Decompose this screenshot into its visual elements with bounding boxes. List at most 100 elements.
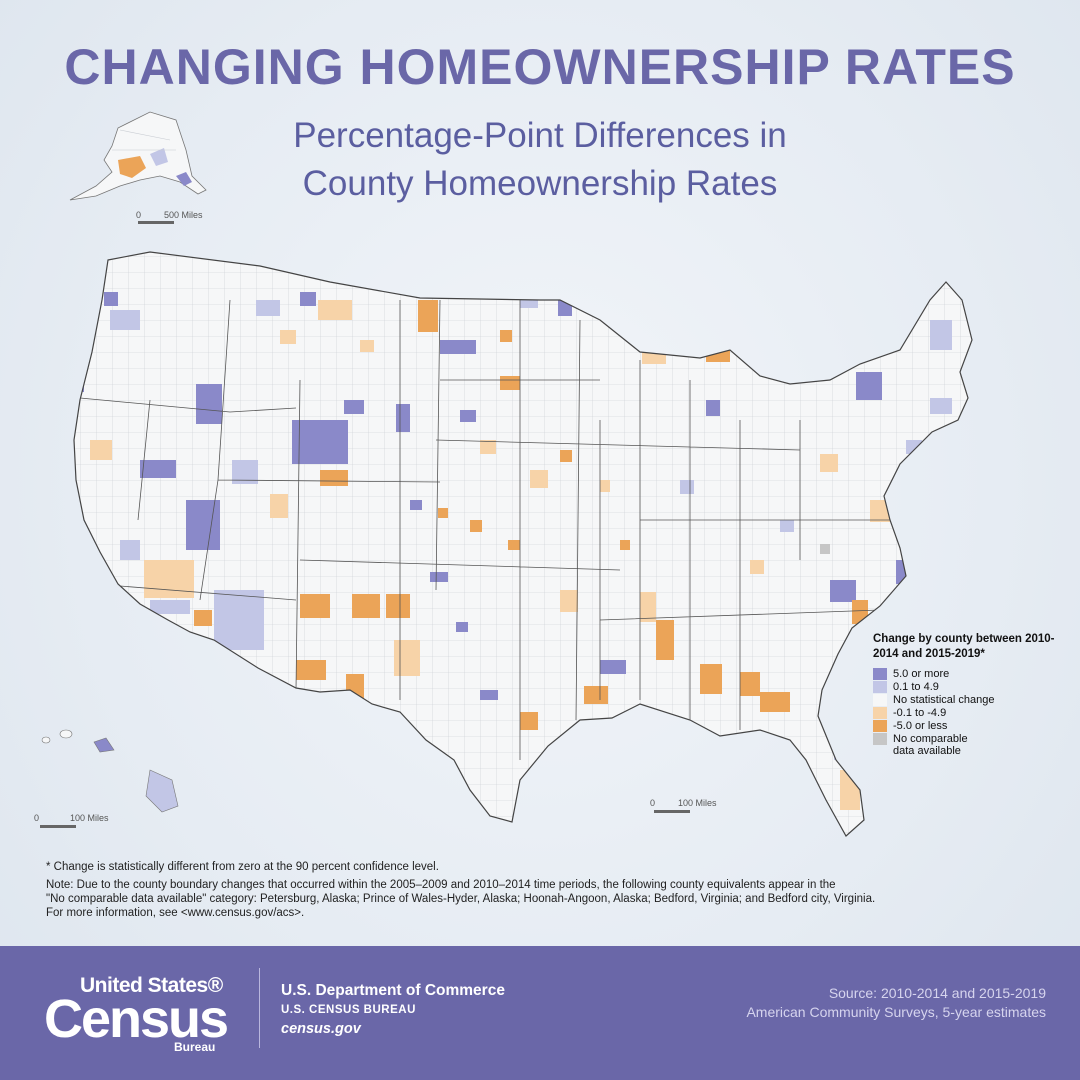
legend-label: -0.1 to -4.9 — [893, 707, 947, 719]
county-block — [186, 500, 220, 550]
county-block — [740, 672, 760, 696]
legend-label: No statistical change — [893, 694, 995, 706]
county-block — [396, 404, 410, 432]
hawaii-island-oahu — [59, 729, 73, 739]
note-line: Note: Due to the county boundary changes… — [46, 879, 836, 891]
page-title: CHANGING HOMEOWNERSHIP RATES — [64, 39, 1016, 95]
note-line: "No comparable data available" category:… — [46, 893, 876, 905]
census-logo[interactable]: United States® Census Bureau — [44, 974, 244, 1054]
alaska-dark-region — [176, 172, 192, 186]
county-fills — [76, 292, 952, 810]
county-block — [480, 440, 496, 454]
county-block — [680, 480, 694, 494]
alaska-shape — [69, 111, 207, 201]
map-legend: Change by county between 2010-2014 and 2… — [873, 632, 1073, 758]
county-block — [600, 660, 626, 674]
alaska-blue-region — [150, 148, 168, 166]
subtitle-line-1: Percentage-Point Differences in — [293, 116, 787, 155]
legend-item-minus-0-1-to-4-9: -0.1 to -4.9 — [873, 707, 1073, 719]
legend-item-no-change: No statistical change — [873, 694, 1073, 706]
county-block — [360, 340, 374, 352]
conus-scale-zero: 0 — [650, 798, 655, 808]
legend-label: 0.1 to 4.9 — [893, 681, 939, 693]
legend-swatch — [873, 720, 887, 732]
county-block — [620, 540, 630, 550]
county-block — [438, 508, 448, 518]
county-block — [640, 592, 656, 622]
hawaii-scale-zero: 0 — [34, 813, 39, 823]
alaska-scale-label: 500 Miles — [164, 210, 203, 220]
county-block — [120, 540, 140, 560]
conus-scale-label: 100 Miles — [678, 798, 717, 808]
county-block — [470, 520, 482, 532]
legend-title: Change by county between 2010-2014 and 2… — [873, 633, 1055, 660]
logo-bureau: Bureau — [174, 1040, 216, 1054]
legend-swatch — [873, 668, 887, 680]
source-line-1: Source: 2010-2014 and 2015-2019 — [828, 985, 1046, 1001]
county-block — [214, 590, 264, 650]
legend-label: -5.0 or less — [893, 720, 948, 732]
county-block — [584, 686, 608, 704]
legend-swatch — [873, 694, 887, 706]
conus-scale-bar: 0 100 Miles — [650, 798, 717, 813]
hawaii-island-kauai — [41, 736, 51, 744]
county-block — [352, 594, 380, 618]
county-block — [780, 520, 794, 532]
note-line: For more information, see <www.census.go… — [46, 907, 305, 919]
county-block — [530, 470, 548, 488]
county-block — [456, 622, 468, 632]
county-block — [930, 320, 952, 350]
footnote: * Change is statistically different from… — [46, 861, 439, 873]
legend-item-minus-5-or-less: -5.0 or less — [873, 720, 1073, 732]
county-block — [700, 664, 722, 694]
county-block — [90, 440, 112, 460]
alaska-outline-detail — [112, 129, 176, 151]
legend-label: 5.0 or more — [893, 668, 950, 680]
website-link[interactable]: census.gov — [281, 1021, 361, 1037]
county-block — [500, 376, 520, 390]
county-block — [560, 450, 572, 462]
source-note: Source: 2010-2014 and 2015-2019 American… — [746, 984, 1046, 1022]
legend-item-5-or-more: 5.0 or more — [873, 668, 1073, 680]
logo-census: Census — [44, 989, 229, 1049]
alaska-orange-region — [118, 156, 146, 178]
county-block — [520, 294, 538, 308]
county-block — [440, 340, 476, 354]
county-block — [852, 600, 868, 624]
conus-outline — [73, 251, 973, 837]
source-line-2: American Community Surveys, 5-year estim… — [746, 1004, 1046, 1020]
subtitle-line-2: County Homeownership Rates — [302, 164, 778, 203]
hawaii-inset — [41, 729, 179, 813]
county-block — [256, 300, 280, 316]
page-subtitle: Percentage-Point Differences in County H… — [0, 112, 1080, 208]
county-block — [706, 400, 720, 416]
conus-map — [73, 251, 973, 837]
note-text: Note: Due to the county boundary changes… — [46, 878, 1046, 920]
county-block — [344, 400, 364, 414]
county-block — [140, 460, 176, 478]
county-block — [194, 610, 212, 626]
county-block — [930, 398, 952, 414]
county-block — [292, 420, 348, 464]
county-block — [346, 674, 364, 698]
county-block — [840, 770, 860, 810]
county-block — [394, 640, 420, 676]
county-block — [760, 692, 790, 712]
county-block — [300, 594, 330, 618]
county-block — [600, 480, 610, 492]
county-block — [820, 544, 830, 554]
bureau-name: U.S. CENSUS BUREAU — [281, 1004, 416, 1016]
county-block — [460, 410, 476, 422]
county-block — [906, 440, 922, 454]
county-block — [750, 560, 764, 574]
county-block — [500, 330, 512, 342]
legend-swatch — [873, 681, 887, 693]
county-block — [270, 494, 288, 518]
county-block — [420, 300, 434, 314]
hawaii-scale-label: 100 Miles — [70, 813, 109, 823]
footer-divider — [259, 968, 260, 1048]
county-block — [870, 500, 890, 522]
county-block — [296, 660, 326, 680]
footer-banner: United States® Census Bureau U.S. Depart… — [0, 946, 1080, 1080]
